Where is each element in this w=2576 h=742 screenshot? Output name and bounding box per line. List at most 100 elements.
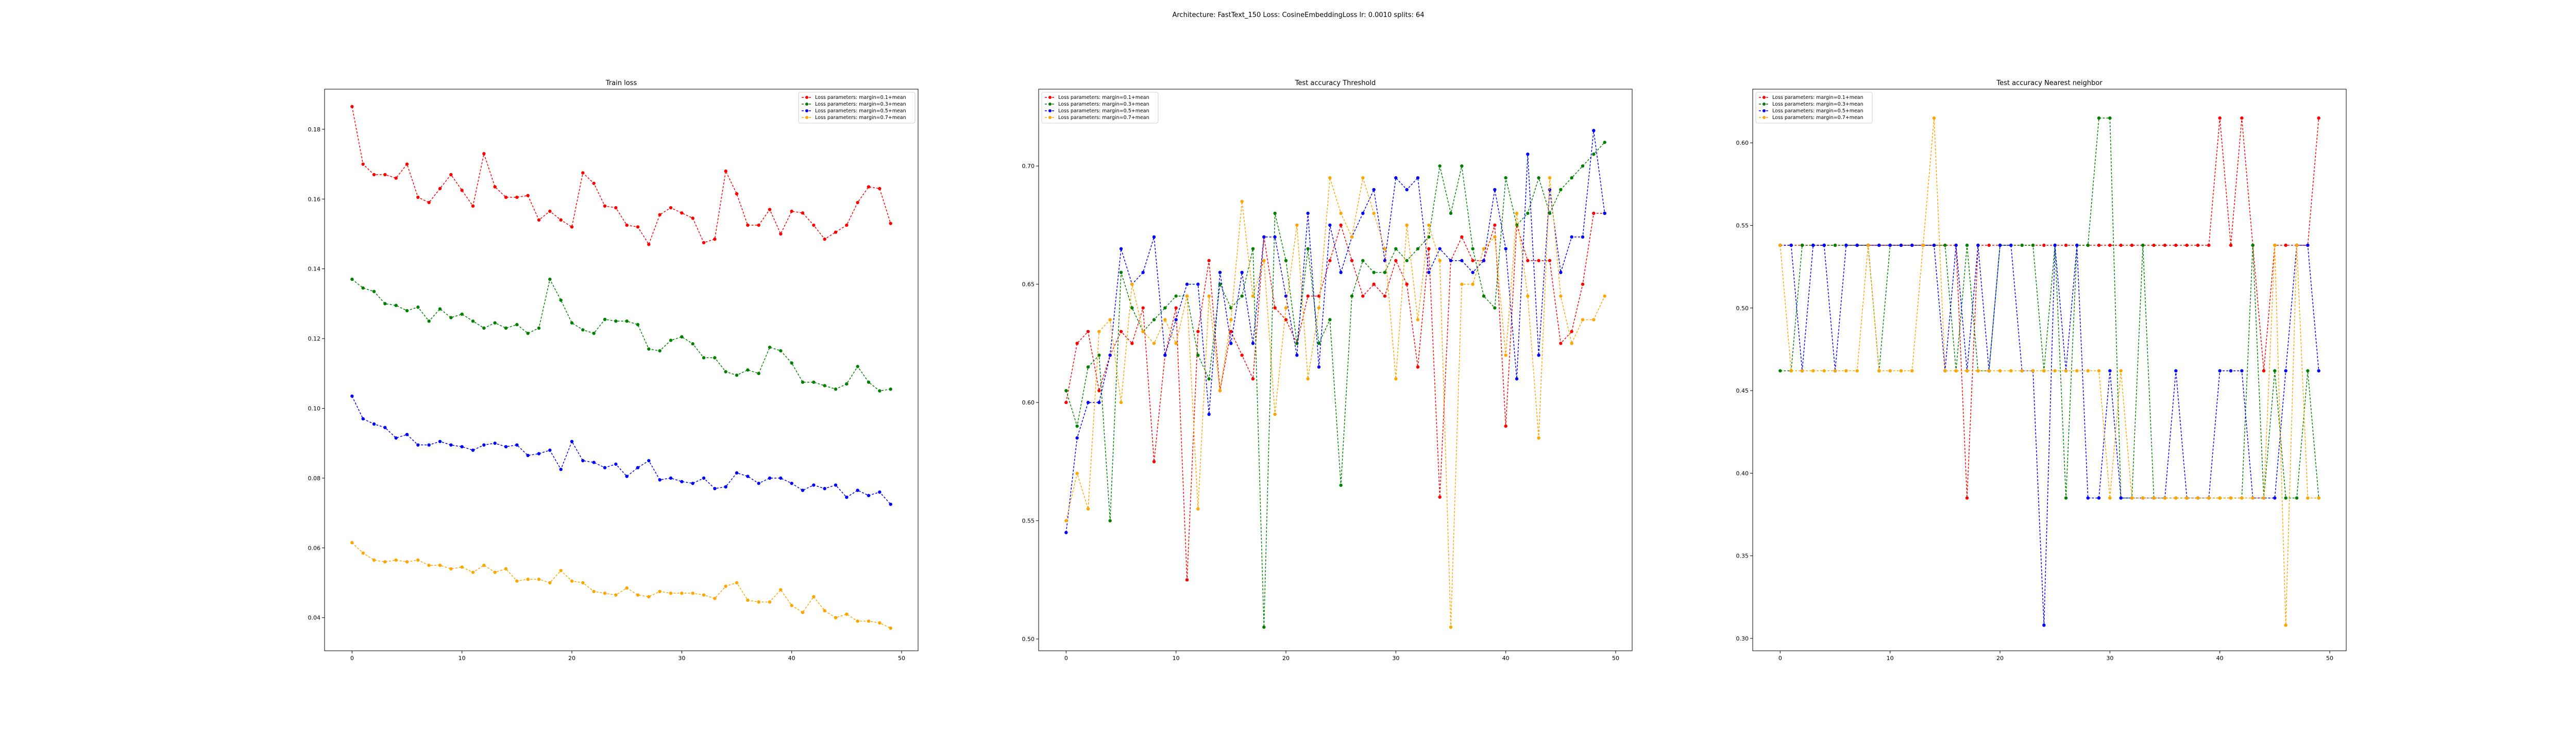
- data-point: [2196, 243, 2200, 247]
- data-point: [2020, 369, 2024, 373]
- data-point: [559, 467, 563, 471]
- data-point: [2031, 369, 2035, 373]
- data-point: [1592, 153, 1596, 156]
- data-point: [1855, 369, 1859, 373]
- data-point: [1119, 400, 1123, 404]
- data-point: [515, 579, 519, 583]
- data-point: [1427, 235, 1431, 239]
- data-point: [1570, 176, 1573, 180]
- data-point: [845, 382, 849, 386]
- y-tick-label: 0.60: [1022, 399, 1035, 406]
- data-point: [603, 317, 607, 322]
- data-point: [1965, 496, 1969, 500]
- data-point: [2273, 243, 2277, 247]
- data-point: [482, 152, 486, 156]
- data-point: [1416, 247, 1420, 250]
- data-point: [1097, 353, 1101, 357]
- legend-label: Loss parameters: margin=0.3+mean: [1058, 102, 1149, 107]
- y-tick-label: 0.04: [308, 615, 321, 621]
- y-tick-label: 0.30: [1736, 635, 1749, 642]
- data-point: [1284, 318, 1288, 322]
- data-point: [1800, 369, 1804, 373]
- series-line: [351, 542, 891, 629]
- data-point: [823, 609, 826, 613]
- data-point: [1460, 259, 1464, 262]
- data-point: [1196, 330, 1200, 333]
- data-point: [1240, 294, 1244, 298]
- data-point: [1185, 294, 1189, 298]
- data-point: [680, 211, 684, 215]
- data-point: [1229, 318, 1233, 322]
- data-point: [779, 588, 783, 592]
- legend-marker: [805, 96, 808, 99]
- data-point: [1482, 294, 1486, 298]
- data-point: [1152, 318, 1156, 322]
- data-point: [2108, 496, 2112, 500]
- data-point: [1866, 243, 1870, 247]
- data-point: [383, 560, 387, 564]
- data-point: [1603, 141, 1606, 144]
- data-point: [1273, 306, 1277, 310]
- data-point: [713, 486, 717, 491]
- data-point: [1251, 377, 1255, 381]
- data-point: [460, 312, 464, 316]
- data-point: [1460, 235, 1464, 239]
- data-point: [581, 459, 585, 463]
- y-tick-label: 0.65: [1022, 281, 1035, 288]
- data-point: [614, 206, 618, 210]
- data-point: [504, 445, 508, 449]
- data-point: [1361, 211, 1365, 215]
- data-point: [537, 452, 541, 456]
- data-point: [1075, 424, 1079, 428]
- data-point: [2295, 496, 2299, 500]
- data-point: [2196, 496, 2200, 500]
- data-point: [1086, 330, 1090, 333]
- data-point: [2042, 623, 2046, 627]
- data-point: [768, 345, 772, 349]
- data-point: [548, 581, 552, 585]
- chart-title: Train loss: [605, 79, 637, 87]
- data-point: [2284, 369, 2287, 373]
- data-point: [581, 328, 585, 332]
- data-point: [1394, 259, 1398, 262]
- data-point: [1548, 259, 1552, 262]
- legend-marker: [1762, 96, 1766, 99]
- data-point: [1570, 330, 1573, 333]
- data-point: [1130, 306, 1134, 310]
- legend-marker: [805, 103, 808, 106]
- data-point: [1603, 211, 1606, 215]
- data-point: [1559, 188, 1563, 192]
- data-point: [1064, 531, 1068, 534]
- data-point: [724, 485, 727, 489]
- data-point: [1075, 342, 1079, 345]
- data-point: [823, 384, 826, 387]
- data-point: [603, 592, 607, 595]
- x-tick-label: 20: [1282, 655, 1290, 662]
- data-point: [2240, 116, 2244, 120]
- data-point: [658, 589, 662, 594]
- legend-label: Loss parameters: margin=0.1+mean: [815, 95, 906, 100]
- data-point: [394, 176, 398, 180]
- data-point: [2009, 369, 2013, 373]
- data-point: [1394, 176, 1398, 180]
- data-point: [350, 394, 354, 398]
- data-point: [1855, 243, 1859, 247]
- data-point: [515, 443, 519, 447]
- y-tick-label: 0.14: [308, 266, 321, 273]
- data-point: [691, 481, 694, 485]
- data-point: [1526, 153, 1530, 156]
- data-point: [1405, 223, 1409, 227]
- data-point: [658, 349, 662, 352]
- data-point: [350, 541, 354, 545]
- data-point: [1251, 247, 1255, 250]
- data-point: [878, 187, 882, 191]
- data-point: [1976, 243, 1980, 247]
- data-point: [779, 232, 783, 236]
- data-point: [878, 389, 882, 393]
- data-point: [1306, 211, 1310, 215]
- data-point: [724, 169, 727, 173]
- data-point: [625, 586, 629, 590]
- data-point: [1064, 400, 1068, 404]
- data-point: [669, 476, 673, 480]
- series-line: [351, 278, 891, 392]
